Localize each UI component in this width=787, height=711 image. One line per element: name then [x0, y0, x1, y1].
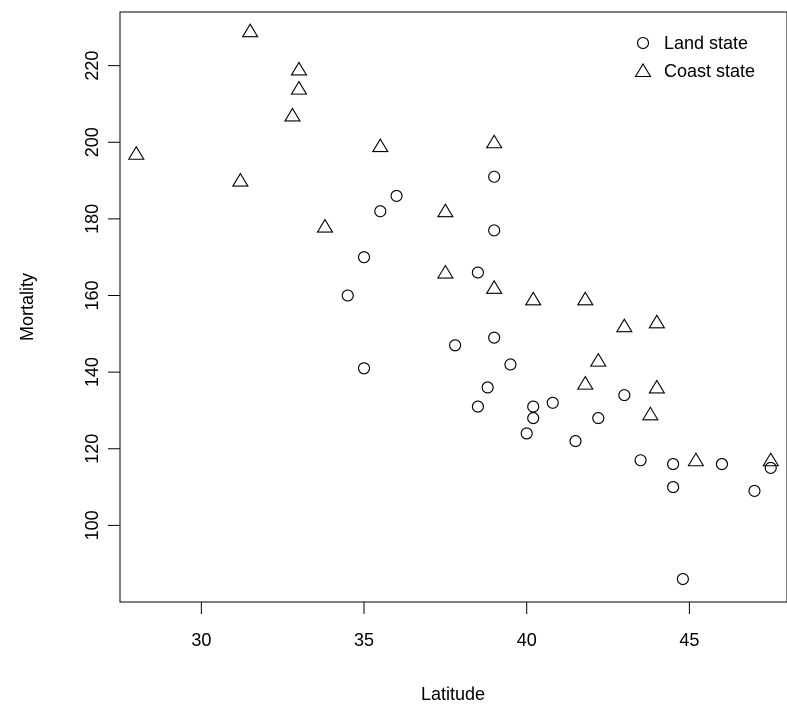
- coast-state-point: [648, 379, 666, 394]
- x-axis: 30 35 40 45: [191, 601, 699, 650]
- land-state-point: [357, 362, 371, 375]
- land-state-point: [481, 381, 494, 394]
- x-axis-title: Latitude: [421, 684, 485, 704]
- coast-state-point: [231, 172, 249, 187]
- legend-label: Coast state: [664, 61, 755, 81]
- coast-state-point: [241, 23, 259, 38]
- y-tick-label: 160: [82, 280, 102, 310]
- land-state-point: [764, 461, 777, 474]
- land-state-point: [520, 427, 533, 440]
- y-tick-label: 120: [82, 434, 102, 464]
- legend-triangle-icon: [634, 62, 652, 78]
- y-tick-label: 100: [82, 510, 102, 540]
- plot-frame: [119, 11, 787, 603]
- y-tick-label: 200: [82, 127, 102, 157]
- land-state-point: [471, 400, 484, 413]
- coast-state-point: [316, 218, 334, 233]
- coast-state-point: [290, 80, 308, 95]
- coast-state-point: [371, 138, 389, 153]
- legend-label: Land state: [664, 33, 748, 53]
- y-tick-label: 180: [82, 204, 102, 234]
- coast-state-point: [576, 375, 594, 390]
- coast-state-point: [576, 291, 594, 306]
- y-tick-label: 220: [82, 51, 102, 81]
- land-state-point: [592, 412, 605, 425]
- land-state-point: [374, 205, 387, 218]
- land-state-point: [715, 458, 728, 471]
- coast-state-point: [687, 452, 705, 467]
- land-state-point: [357, 251, 371, 264]
- x-tick-label: 40: [517, 630, 537, 650]
- land-state-point: [488, 331, 501, 344]
- legend: Land state Coast state: [634, 33, 755, 81]
- land-state-point: [488, 170, 501, 183]
- coast-state-point: [589, 352, 607, 367]
- coast-state-point: [290, 61, 308, 76]
- coast-state-point: [436, 203, 454, 218]
- data-points: [127, 23, 780, 586]
- coast-state-point: [762, 452, 780, 467]
- coast-state-point: [524, 291, 542, 306]
- x-tick-label: 45: [679, 630, 699, 650]
- coast-state-point: [283, 107, 301, 122]
- land-state-point: [471, 266, 484, 279]
- land-state-point: [341, 289, 354, 302]
- land-state-point: [527, 412, 540, 425]
- land-state-point: [504, 358, 517, 371]
- land-state-point: [488, 224, 501, 237]
- coast-state-point: [648, 314, 666, 329]
- y-axis-title: Mortality: [17, 273, 37, 341]
- land-state-point: [748, 484, 761, 497]
- land-state-point: [546, 396, 559, 409]
- x-tick-label: 35: [354, 630, 374, 650]
- coast-state-point: [127, 145, 145, 160]
- land-state-point: [449, 339, 462, 352]
- y-tick-label: 140: [82, 357, 102, 387]
- land-state-point: [390, 189, 403, 202]
- legend-circle-icon: [636, 36, 650, 50]
- x-tick-label: 30: [191, 630, 211, 650]
- land-state-point: [527, 400, 540, 413]
- land-state-point: [569, 435, 582, 448]
- land-state-point: [634, 454, 647, 467]
- land-state-point: [618, 389, 631, 402]
- land-state-point: [676, 572, 689, 586]
- coast-state-point: [485, 134, 503, 149]
- coast-state-point: [641, 406, 659, 421]
- land-state-point: [667, 458, 680, 471]
- land-state-point: [667, 481, 680, 494]
- coast-state-point: [615, 318, 633, 333]
- coast-state-point: [436, 264, 454, 279]
- y-axis: 100 120 140 160 180 200 220: [82, 51, 121, 540]
- coast-state-point: [485, 279, 503, 294]
